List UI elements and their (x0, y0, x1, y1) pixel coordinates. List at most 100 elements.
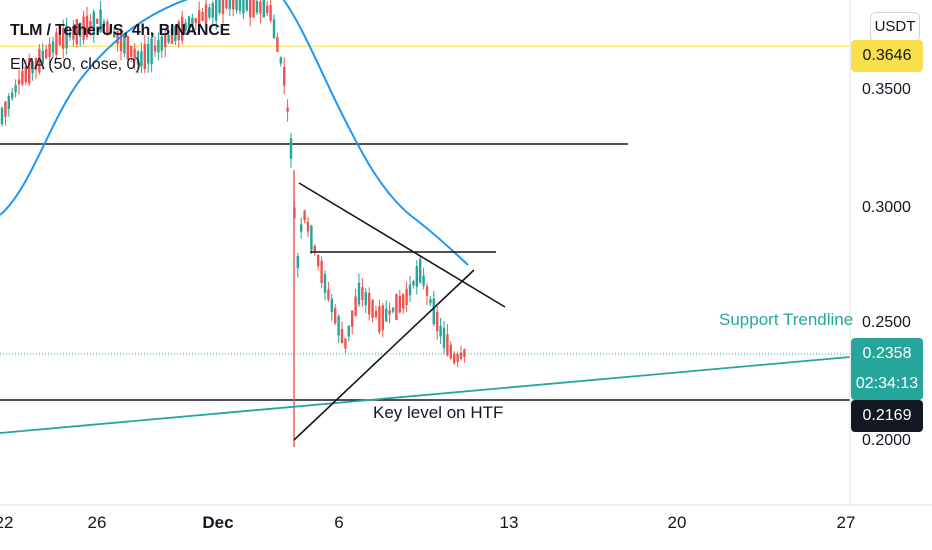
candle-body (364, 292, 367, 306)
candle-body (113, 31, 116, 38)
candle-body (334, 308, 337, 324)
candle-body (181, 16, 184, 41)
candle-body (249, 0, 252, 18)
candle-body (4, 101, 7, 117)
candles (0, 0, 466, 447)
candle-body (147, 44, 150, 64)
candle-body (272, 19, 276, 38)
candle-body (123, 35, 126, 54)
candle-body (58, 35, 61, 45)
candle-body (150, 38, 153, 65)
candle-body (310, 225, 313, 251)
currency-badge[interactable]: USDT (870, 12, 920, 42)
indicator-label[interactable]: EMA (50, close, 0) (10, 56, 141, 73)
candle-body (177, 21, 180, 41)
candle-body (344, 338, 347, 349)
candle-body (160, 36, 163, 51)
support-trendline (0, 356, 851, 434)
symbol-title[interactable]: TLM / TetherUS, 4h, BINANCE (10, 22, 231, 39)
candle-body (164, 35, 167, 48)
candle-body (463, 349, 466, 357)
candle-body (449, 344, 452, 359)
candle-body (327, 289, 330, 300)
candle-body (398, 295, 401, 313)
candle-body (140, 51, 143, 67)
candle-body (354, 296, 357, 316)
candle-body (368, 293, 371, 315)
candle-body (136, 51, 140, 65)
time-label-20: 20 (667, 513, 687, 532)
candle-body (374, 311, 378, 317)
candle-body (259, 1, 262, 14)
candle-body (300, 224, 303, 232)
candle-body (191, 17, 194, 28)
candle-body (306, 221, 310, 232)
time-label-dec: Dec (202, 513, 234, 532)
candle-body (34, 58, 38, 70)
ema-line (0, 0, 469, 266)
candle-body (412, 281, 415, 286)
candle-body (296, 255, 299, 269)
time-label-27: 27 (836, 513, 856, 532)
candle-body (303, 210, 306, 221)
candle-body (133, 48, 136, 61)
candle-body (109, 27, 112, 35)
triangle-upper-line (298, 182, 506, 308)
candle-body (194, 18, 197, 23)
price-label-0200: 0.2000 (862, 432, 911, 449)
candle-body (432, 298, 435, 325)
time-label-13: 13 (499, 513, 519, 532)
candle-body (130, 45, 133, 57)
candle-body (286, 107, 289, 112)
candle-body (419, 258, 422, 283)
candle-body (7, 95, 10, 109)
candle-body (96, 18, 99, 24)
candle-body (439, 325, 442, 337)
candle-body (429, 299, 432, 304)
candle-body (313, 245, 316, 253)
candle-body (337, 316, 340, 336)
candle-body (330, 298, 333, 313)
candle-body (116, 31, 119, 45)
triangle-lower-line (293, 269, 475, 441)
candle-body (283, 66, 286, 86)
candle-body (153, 45, 157, 52)
candle-body (62, 27, 65, 49)
candle-body (436, 311, 439, 332)
support-trendline-label: Support Trendline (719, 310, 854, 329)
candle-body (208, 7, 211, 18)
candle-body (276, 37, 279, 52)
time-label-6: 6 (334, 513, 344, 532)
candle-body (388, 310, 391, 315)
yellow-level-tag: 0.3646 (851, 40, 923, 72)
candle-body (79, 23, 82, 37)
candle-body (402, 294, 405, 309)
candle-body (99, 9, 102, 32)
candle-body (31, 61, 34, 74)
key-level-label: Key level on HTF (373, 403, 504, 422)
candle-body (425, 286, 429, 296)
candle-body (378, 306, 381, 332)
candle-body (24, 66, 27, 83)
candle-body (245, 0, 248, 11)
price-label-0300: 0.3000 (862, 199, 911, 216)
candle-body (68, 32, 72, 38)
candle-body (51, 41, 55, 53)
candle-body (89, 21, 92, 29)
countdown-tag: 02:34:13 (851, 370, 923, 400)
candle-body (361, 287, 364, 300)
time-label-22: 22 (0, 513, 14, 532)
price-label-0350: 0.3500 (862, 81, 911, 98)
candle-body (211, 2, 214, 18)
candle-body (48, 43, 51, 57)
candle-body (170, 28, 174, 44)
time-label-26: 26 (87, 513, 107, 532)
candle-body (45, 49, 48, 59)
candle-body (391, 307, 395, 312)
key-level-tag: 0.2169 (851, 400, 923, 432)
candle-body (82, 16, 85, 40)
candle-body (381, 305, 384, 331)
horizontal-levels (0, 45, 850, 401)
candle-body (41, 50, 44, 64)
